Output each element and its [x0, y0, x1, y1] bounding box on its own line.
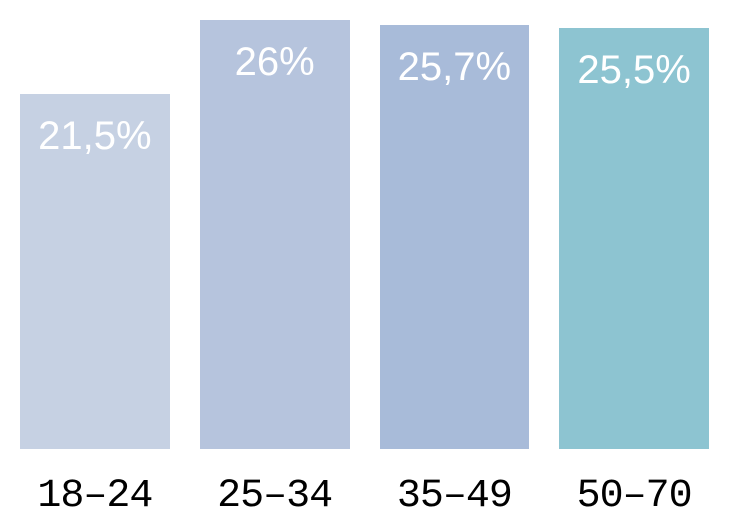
x-label-50–70: 50–70 [559, 474, 709, 519]
x-axis-labels: 18–24 25–34 35–49 50–70 [20, 474, 709, 519]
bar-value-label: 26% [235, 40, 315, 85]
bar-chart: 21,5% 26% 25,7% 25,5% 18–24 25–34 35–49 50–70 [0, 0, 729, 529]
bar-value-label: 25,7% [398, 45, 511, 90]
bars-area: 21,5% 26% 25,7% 25,5% [20, 20, 709, 449]
x-label-35–49: 35–49 [380, 474, 530, 519]
x-label-25–34: 25–34 [200, 474, 350, 519]
bar-35–49: 25,7% [380, 25, 530, 449]
bar-value-label: 21,5% [38, 114, 151, 159]
bar-18–24: 21,5% [20, 94, 170, 449]
bar-value-label: 25,5% [577, 48, 690, 93]
bar-50–70: 25,5% [559, 28, 709, 449]
x-label-18–24: 18–24 [20, 474, 170, 519]
bar-25–34: 26% [200, 20, 350, 449]
